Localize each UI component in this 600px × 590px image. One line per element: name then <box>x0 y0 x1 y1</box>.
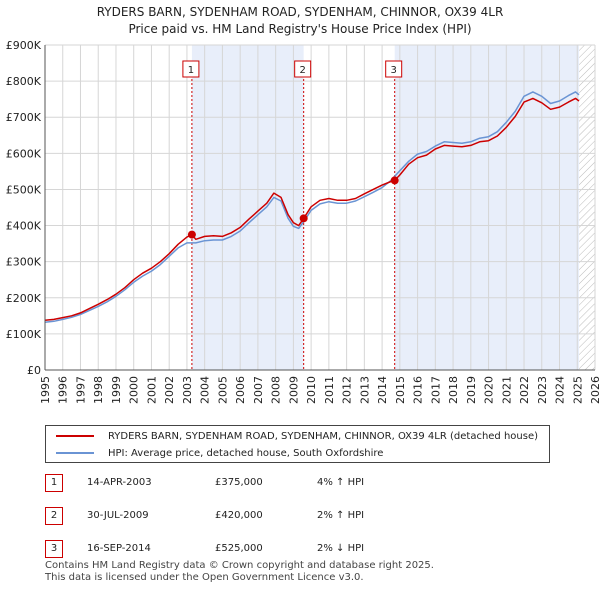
x-tick-label: 2003 <box>181 376 194 404</box>
x-tick-label: 2010 <box>305 376 318 404</box>
x-tick-label: 2013 <box>358 376 371 404</box>
purchase-marker-label-1: 1 <box>188 65 194 76</box>
y-tick-label: £900K <box>6 39 42 52</box>
transaction-marker: 3 <box>45 540 63 558</box>
x-tick-label: 2014 <box>376 376 389 404</box>
y-tick-label: £200K <box>6 292 42 305</box>
y-tick-label: £400K <box>6 220 42 233</box>
y-tick-label: £700K <box>6 111 42 124</box>
x-tick-label: 1999 <box>110 376 123 404</box>
x-tick-label: 2017 <box>429 376 442 404</box>
x-tick-label: 2021 <box>500 376 513 404</box>
transaction-date: 16-SEP-2014 <box>87 543 151 554</box>
x-tick-label: 2025 <box>571 376 584 404</box>
x-tick-label: 2009 <box>287 376 300 404</box>
legend-label-property: RYDERS BARN, SYDENHAM ROAD, SYDENHAM, CH… <box>108 430 539 442</box>
legend-label-hpi: HPI: Average price, detached house, Sout… <box>108 447 384 459</box>
chart-title-line2: Price paid vs. HM Land Registry's House … <box>128 22 472 36</box>
x-tick-label: 1998 <box>92 376 105 404</box>
x-tick-label: 2011 <box>323 376 336 404</box>
x-tick-label: 2002 <box>163 376 176 404</box>
table-row: 2 30-JUL-2009 £420,000 2% ↑ HPI <box>45 507 545 529</box>
purchase-marker-box-3 <box>385 60 403 78</box>
x-tick-label: 2001 <box>145 376 158 404</box>
x-tick-label: 2004 <box>199 376 212 404</box>
forecast-hatch <box>579 45 595 370</box>
x-tick-label: 2022 <box>518 376 531 404</box>
y-tick-label: £800K <box>6 75 42 88</box>
legend-swatch-blue <box>56 452 94 454</box>
y-tick-label: £100K <box>6 328 42 341</box>
transaction-hpi: 4% ↑ HPI <box>317 477 365 488</box>
transaction-price: £525,000 <box>215 543 263 554</box>
transaction-price: £375,000 <box>215 477 263 488</box>
x-tick-label: 2005 <box>216 376 229 404</box>
y-tick-label: £0 <box>27 364 41 377</box>
x-tick-label: 2006 <box>234 376 247 404</box>
x-tick-label: 2012 <box>341 376 354 404</box>
purchase-marker-box-2 <box>294 60 312 78</box>
transaction-marker: 2 <box>45 507 63 525</box>
chart-title-line1: RYDERS BARN, SYDENHAM ROAD, SYDENHAM, CH… <box>96 5 504 19</box>
x-tick-label: 2018 <box>447 376 460 404</box>
x-tick-label: 2020 <box>483 376 496 404</box>
table-row: 1 14-APR-2003 £375,000 4% ↑ HPI <box>45 474 545 496</box>
x-tick-label: 2019 <box>465 376 478 404</box>
series-line-hpi <box>44 91 580 324</box>
legend: RYDERS BARN, SYDENHAM ROAD, SYDENHAM, CH… <box>45 425 550 463</box>
transaction-hpi: 2% ↑ HPI <box>317 510 365 521</box>
x-tick-label: 1995 <box>39 376 52 404</box>
legend-swatch-red <box>56 435 94 437</box>
x-tick-label: 2023 <box>536 376 549 404</box>
purchase-point-2 <box>299 214 308 223</box>
x-tick-label: 2026 <box>589 376 600 404</box>
footer: Contains HM Land Registry data © Crown c… <box>45 560 434 584</box>
x-tick-label: 2016 <box>412 376 425 404</box>
purchase-point-1 <box>187 230 196 239</box>
x-tick-label: 2000 <box>128 376 141 404</box>
price-chart: 1 2 3 £0 £100K £200K £300K £400K £500K £600K £700K… <box>6 39 600 404</box>
transaction-date: 30-JUL-2009 <box>87 510 149 521</box>
x-tick-label: 2024 <box>554 376 567 404</box>
footer-copyright: Contains HM Land Registry data © Crown c… <box>45 560 434 571</box>
legend-item-hpi: HPI: Average price, detached house, Sout… <box>56 445 383 461</box>
series-line-property <box>44 97 580 321</box>
table-row: 3 16-SEP-2014 £525,000 2% ↓ HPI <box>45 540 545 562</box>
y-tick-label: £300K <box>6 256 42 269</box>
purchase-marker-box-1 <box>182 60 200 78</box>
footer-licence: This data is licensed under the Open Gov… <box>45 572 364 583</box>
transaction-marker: 1 <box>45 474 63 492</box>
transaction-hpi: 2% ↓ HPI <box>317 543 365 554</box>
y-tick-label: £500K <box>6 183 42 196</box>
x-tick-label: 2007 <box>252 376 265 404</box>
shaded-period-1-2 <box>191 45 304 370</box>
transaction-date: 14-APR-2003 <box>87 477 152 488</box>
shaded-period-3-onward <box>394 45 580 370</box>
x-tick-label: 1996 <box>57 376 70 404</box>
purchase-point-3 <box>390 176 399 185</box>
x-tick-label: 2008 <box>270 376 283 404</box>
legend-item-property: RYDERS BARN, SYDENHAM ROAD, SYDENHAM, CH… <box>56 428 538 444</box>
purchase-marker-label-3: 3 <box>391 65 397 76</box>
y-tick-label: £600K <box>6 147 42 160</box>
purchase-marker-label-2: 2 <box>299 65 305 76</box>
transaction-price: £420,000 <box>215 510 263 521</box>
x-tick-label: 1997 <box>74 376 87 404</box>
x-tick-label: 2015 <box>394 376 407 404</box>
